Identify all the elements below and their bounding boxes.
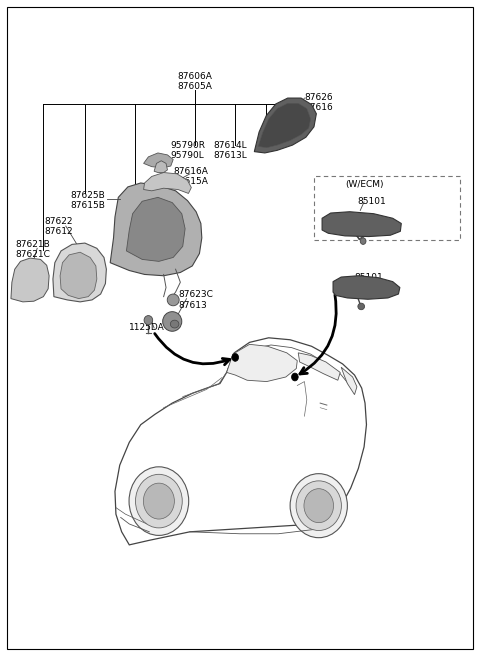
- Ellipse shape: [296, 481, 341, 531]
- Text: 87626
87616: 87626 87616: [304, 93, 333, 112]
- Ellipse shape: [360, 238, 366, 245]
- Polygon shape: [298, 353, 340, 380]
- Polygon shape: [341, 367, 357, 395]
- Polygon shape: [144, 173, 192, 194]
- Ellipse shape: [358, 303, 364, 310]
- Ellipse shape: [144, 316, 153, 325]
- Text: 87606A
87605A: 87606A 87605A: [177, 72, 212, 91]
- Text: 87625B
87615B: 87625B 87615B: [71, 191, 106, 211]
- Ellipse shape: [290, 474, 348, 538]
- Text: 95790R
95790L: 95790R 95790L: [171, 140, 206, 160]
- Polygon shape: [53, 243, 107, 302]
- Polygon shape: [126, 197, 185, 261]
- Text: 1125DA: 1125DA: [129, 323, 165, 333]
- Ellipse shape: [129, 467, 189, 535]
- Text: (W/ECM): (W/ECM): [345, 180, 384, 189]
- Ellipse shape: [167, 294, 179, 306]
- Ellipse shape: [304, 489, 334, 523]
- Text: 87616A
87615A: 87616A 87615A: [173, 167, 208, 186]
- Ellipse shape: [135, 474, 182, 528]
- Polygon shape: [154, 161, 168, 173]
- Polygon shape: [333, 276, 400, 299]
- Ellipse shape: [144, 483, 174, 519]
- Polygon shape: [258, 103, 311, 148]
- Polygon shape: [110, 183, 202, 276]
- Text: 85101: 85101: [355, 272, 384, 281]
- Bar: [314, 176, 459, 241]
- Text: 87622
87612: 87622 87612: [44, 217, 73, 236]
- Polygon shape: [254, 98, 316, 153]
- Ellipse shape: [291, 373, 298, 381]
- Polygon shape: [322, 212, 401, 237]
- Ellipse shape: [232, 354, 239, 361]
- Text: 85101: 85101: [357, 197, 385, 207]
- Polygon shape: [144, 153, 173, 168]
- Text: 87621B
87621C: 87621B 87621C: [16, 240, 50, 259]
- Ellipse shape: [163, 312, 182, 331]
- Polygon shape: [60, 252, 97, 298]
- Polygon shape: [11, 258, 49, 302]
- Text: 87623C
87613: 87623C 87613: [178, 290, 213, 310]
- Polygon shape: [227, 344, 297, 382]
- Text: 87614L
87613L: 87614L 87613L: [214, 140, 248, 160]
- Ellipse shape: [170, 320, 179, 328]
